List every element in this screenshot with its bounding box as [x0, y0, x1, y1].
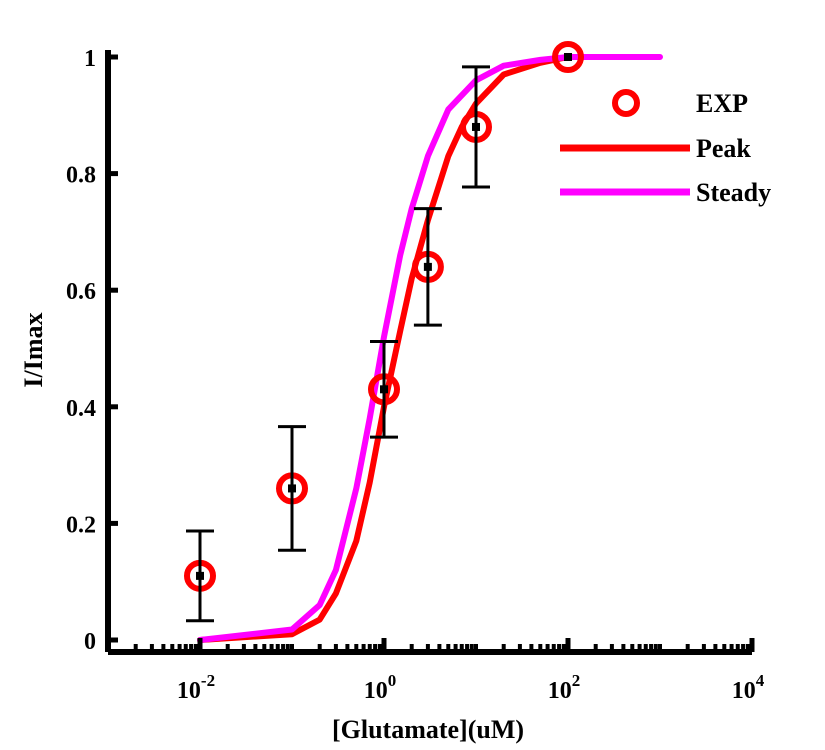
y-tick-label: 0.4	[66, 396, 96, 422]
legend-label-exp: EXP	[696, 89, 748, 118]
y-tick-label: 0	[84, 629, 96, 655]
legend: EXP Peak Steady	[560, 89, 771, 207]
legend-marker-exp	[612, 89, 640, 117]
y-tick-label: 1	[84, 46, 96, 72]
legend-label-steady: Steady	[696, 178, 771, 207]
x-axis-label: [Glutamate](uM)	[332, 715, 524, 744]
legend-label-peak: Peak	[696, 134, 751, 163]
data-point-center	[380, 385, 388, 394]
x-tick-label: 102	[548, 671, 581, 704]
y-tick-label: 0.8	[66, 163, 96, 189]
y-tick-label: 0.2	[66, 512, 96, 538]
x-tick-label: 100	[364, 671, 397, 704]
y-axis-label: I/Imax	[19, 312, 48, 387]
x-tick-label: 104	[732, 671, 765, 704]
data-point-center	[196, 571, 204, 580]
data-point-center	[564, 53, 572, 61]
y-tick-label: 0.6	[66, 279, 96, 305]
data-point-center	[472, 122, 480, 131]
x-tick-label: 10-2	[177, 671, 215, 704]
series-line-steady	[197, 54, 663, 643]
data-point-center	[288, 484, 296, 493]
exp-data-point	[552, 41, 584, 73]
series-line-peak	[197, 54, 571, 643]
data-point-center	[423, 262, 432, 271]
